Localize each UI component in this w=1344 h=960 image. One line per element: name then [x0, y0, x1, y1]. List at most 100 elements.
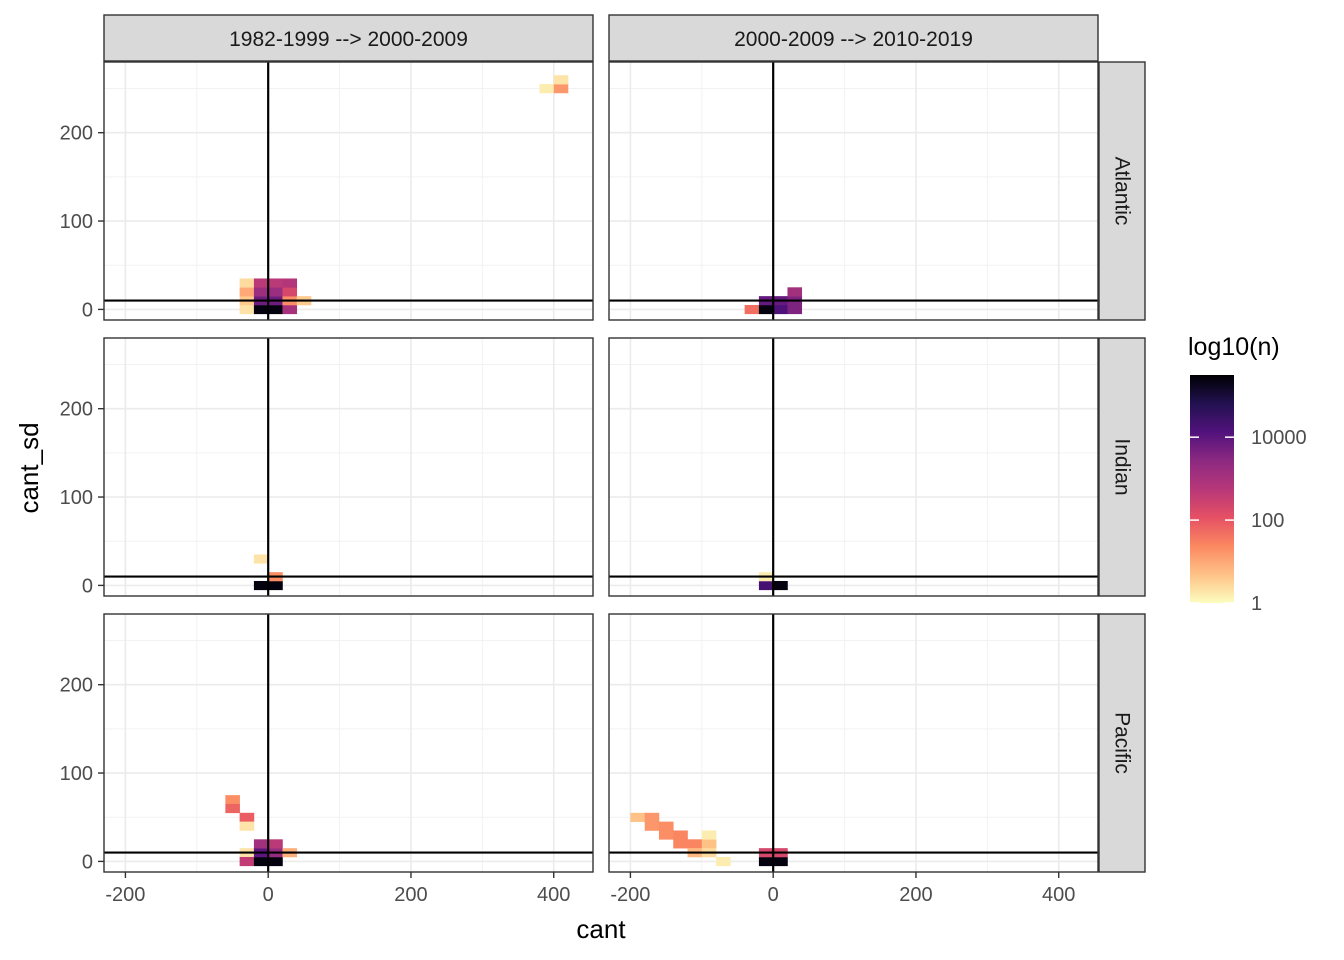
facet-strip-row-indian: Indian — [1098, 337, 1146, 597]
y-tick-label: 200 — [60, 123, 93, 145]
heatmap-cell — [630, 812, 645, 822]
heatmap-cell — [744, 304, 760, 315]
panel-background — [609, 62, 1098, 320]
legend-title: log10(n) — [1188, 333, 1280, 361]
heatmap-cell — [282, 278, 298, 288]
heatmap-cell — [716, 856, 731, 867]
heatmap-cell — [673, 830, 688, 840]
heatmap-cell — [253, 554, 269, 564]
facet-row-label: Indian — [1111, 438, 1134, 495]
heatmap-cell — [282, 287, 298, 297]
facet-strip-row-pacific: Pacific — [1098, 613, 1146, 873]
y-tick-label: 0 — [82, 575, 93, 597]
heatmap-cell — [239, 812, 255, 822]
panel-indian-2 — [608, 337, 1099, 597]
heatmap-cell — [239, 278, 255, 288]
legend: log10(n) 1 100 10000 — [1188, 333, 1307, 615]
panel-atlantic-1 — [103, 61, 594, 321]
heatmap-cell — [239, 287, 255, 297]
heatmap-cell — [268, 287, 283, 297]
y-tick-label: 0 — [82, 851, 93, 873]
heatmap-cell — [539, 84, 555, 94]
x-tick-label: 400 — [537, 884, 570, 906]
panel-border — [608, 61, 1099, 321]
facet-row-label: Atlantic — [1111, 157, 1134, 226]
heatmap-cell — [773, 304, 788, 315]
panel-background — [609, 338, 1098, 596]
panel-pacific-2 — [608, 613, 1099, 873]
axes-layer: 0 100 200 0 100 200 0 100 200 -200 0 200 400 -200 0 200… — [60, 123, 1076, 906]
panel-background — [104, 614, 593, 872]
panel-background — [104, 62, 593, 320]
heatmap-cell — [673, 839, 688, 849]
panel-background — [609, 614, 1098, 872]
panel-border — [608, 613, 1099, 873]
facet-strip-column-2: 2000-2009 --> 2010-2019 — [608, 14, 1099, 62]
heatmap-cell — [644, 812, 660, 822]
y-tick-label: 100 — [60, 763, 93, 785]
heatmap-cell — [553, 75, 569, 85]
facet-column-label: 1982-1999 --> 2000-2009 — [229, 28, 468, 51]
strip-background — [1098, 61, 1146, 321]
panel-border — [103, 613, 594, 873]
x-tick-label: 400 — [1042, 884, 1075, 906]
panel-border — [608, 337, 1099, 597]
facet-row-label: Pacific — [1111, 712, 1134, 774]
legend-tick-label: 10000 — [1251, 427, 1307, 449]
heatmap-cell — [253, 580, 269, 591]
heatmap-cell — [282, 304, 298, 315]
panel-pacific-1 — [103, 613, 594, 873]
y-tick-label: 0 — [82, 299, 93, 321]
heatmap-cell — [268, 304, 283, 315]
y-tick-label: 100 — [60, 487, 93, 509]
heatmap-cell — [787, 287, 803, 297]
x-axis-title: cant — [576, 914, 626, 944]
heatmap-cell — [253, 278, 269, 288]
y-tick-label: 200 — [60, 399, 93, 421]
x-tick-label: -200 — [610, 884, 650, 906]
panel-border — [103, 337, 594, 597]
heatmap-cell — [253, 287, 269, 297]
heatmap-cell — [701, 830, 717, 840]
heatmap-cell — [687, 839, 703, 849]
strip-background — [1098, 337, 1146, 597]
heatmap-cell — [268, 856, 283, 867]
heatmap-cell — [773, 856, 788, 867]
heatmap-cell — [658, 821, 674, 831]
facet-strip-row-atlantic: Atlantic — [1098, 61, 1146, 321]
facet-column-label: 2000-2009 --> 2010-2019 — [734, 28, 973, 51]
facet-strip-column-1: 1982-1999 --> 2000-2009 — [103, 14, 594, 62]
heatmap-cell — [253, 304, 269, 315]
heatmap-cell — [553, 84, 569, 94]
y-tick-label: 100 — [60, 211, 93, 233]
panel-background — [104, 338, 593, 596]
heatmap-cell — [225, 795, 240, 805]
y-axis-title: cant_sd — [14, 422, 44, 513]
x-tick-label: 200 — [899, 884, 932, 906]
heatmap-cell — [758, 304, 774, 315]
x-tick-label: 200 — [394, 884, 427, 906]
heatmap-cell — [758, 580, 774, 591]
legend-colorbar — [1190, 375, 1234, 603]
heatmap-cell — [644, 821, 660, 831]
x-tick-label: 0 — [263, 884, 274, 906]
heatmap-cell — [239, 304, 255, 315]
heatmap-cell — [268, 580, 283, 591]
heatmap-cell — [773, 580, 788, 591]
legend-tick-label: 100 — [1251, 510, 1284, 532]
panel-atlantic-2 — [608, 61, 1099, 321]
heatmap-cell — [701, 839, 717, 849]
heatmap-cell — [268, 839, 283, 849]
heatmap-cell — [239, 856, 255, 867]
heatmap-cell — [268, 278, 283, 288]
strip-background — [608, 14, 1099, 62]
heatmap-cell — [253, 839, 269, 849]
heatmap-cell — [253, 856, 269, 867]
panel-border — [103, 61, 594, 321]
heatmap-cell — [787, 304, 803, 315]
heatmap-cell — [758, 856, 774, 867]
panel-indian-1 — [103, 337, 594, 597]
y-tick-label: 200 — [60, 675, 93, 697]
legend-tick-label: 1 — [1251, 593, 1262, 615]
